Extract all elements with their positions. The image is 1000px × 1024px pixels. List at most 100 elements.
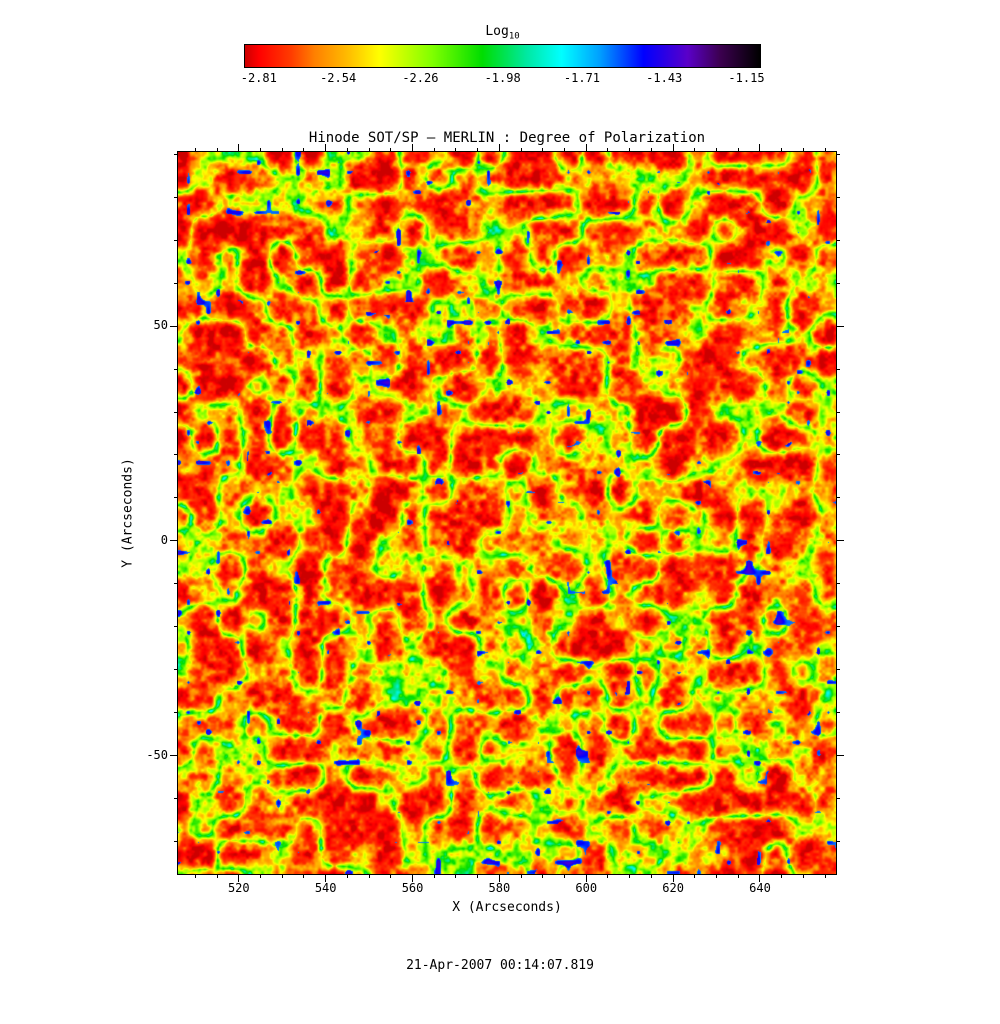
axis-tick <box>824 148 826 151</box>
axis-tick <box>412 875 414 882</box>
axis-tick <box>260 875 262 878</box>
axis-tick <box>216 875 218 878</box>
timestamp: 21-Apr-2007 00:14:07.819 <box>406 958 594 973</box>
x-tick-label: 600 <box>575 881 598 895</box>
axis-tick <box>238 144 240 151</box>
x-tick-label: 540 <box>314 881 337 895</box>
axis-tick <box>477 148 479 151</box>
axis-tick <box>802 875 804 878</box>
axis-tick <box>412 144 414 151</box>
colorbar-title: Log10 <box>245 24 760 42</box>
axis-tick <box>837 411 840 413</box>
axis-tick <box>837 798 840 800</box>
axis-tick <box>194 148 196 151</box>
colorbar-title-main: Log <box>485 24 509 39</box>
x-tick-label: 520 <box>227 881 250 895</box>
axis-tick <box>629 875 631 878</box>
axis-tick <box>216 148 218 151</box>
axis-tick <box>759 144 761 151</box>
axis-tick <box>174 282 177 284</box>
axis-tick <box>759 875 761 882</box>
axis-tick <box>837 626 840 628</box>
axis-tick <box>433 148 435 151</box>
axis-tick <box>174 454 177 456</box>
axis-tick <box>837 755 844 757</box>
axis-tick <box>174 153 177 155</box>
axis-tick <box>346 875 348 878</box>
axis-tick <box>174 368 177 370</box>
axis-tick <box>170 540 177 542</box>
axis-tick <box>260 148 262 151</box>
axis-tick <box>564 875 566 878</box>
axis-tick <box>837 239 840 241</box>
axis-tick <box>325 144 327 151</box>
x-tick-label: 580 <box>488 881 511 895</box>
axis-tick <box>694 875 696 878</box>
axis-tick <box>564 148 566 151</box>
axis-tick <box>170 325 177 327</box>
axis-tick <box>346 148 348 151</box>
axis-tick <box>650 875 652 878</box>
colorbar-tick-label: -1.43 <box>646 71 683 85</box>
axis-tick <box>325 875 327 882</box>
axis-tick <box>716 875 718 878</box>
axis-tick <box>170 755 177 757</box>
colorbar-tick-label: -1.15 <box>728 71 765 85</box>
axis-tick <box>837 497 840 499</box>
colorbar-tick-label: -2.26 <box>402 71 439 85</box>
axis-tick <box>585 144 587 151</box>
y-axis-label: Y (Arcseconds) <box>120 458 136 568</box>
colorbar <box>244 44 761 68</box>
axis-tick <box>837 196 840 198</box>
axis-tick <box>368 148 370 151</box>
axis-tick <box>837 669 840 671</box>
axis-tick <box>174 239 177 241</box>
colorbar-title-sub: 10 <box>508 31 520 42</box>
axis-tick <box>174 411 177 413</box>
axis-tick <box>716 148 718 151</box>
axis-tick <box>174 669 177 671</box>
x-axis-label: X (Arcseconds) <box>452 900 562 915</box>
axis-tick <box>672 875 674 882</box>
axis-tick <box>802 148 804 151</box>
y-tick-label: 50 <box>153 318 168 333</box>
axis-tick <box>607 875 609 878</box>
heatmap-plot <box>177 151 837 875</box>
axis-tick <box>837 841 840 843</box>
axis-tick <box>390 875 392 878</box>
axis-tick <box>520 148 522 151</box>
axis-tick <box>498 144 500 151</box>
axis-tick <box>837 540 844 542</box>
colorbar-tick-label: -1.98 <box>484 71 521 85</box>
x-tick-label: 640 <box>749 881 771 895</box>
axis-tick <box>520 875 522 878</box>
axis-tick <box>824 875 826 878</box>
axis-tick <box>585 875 587 882</box>
colorbar-tick-label: -2.81 <box>240 71 277 85</box>
axis-tick <box>303 875 305 878</box>
axis-tick <box>174 583 177 585</box>
axis-tick <box>455 148 457 151</box>
axis-tick <box>672 144 674 151</box>
axis-tick <box>281 148 283 151</box>
axis-tick <box>174 196 177 198</box>
axis-tick <box>737 148 739 151</box>
axis-tick <box>837 153 840 155</box>
axis-tick <box>737 875 739 878</box>
axis-tick <box>629 148 631 151</box>
y-tick-label: 0 <box>160 532 168 547</box>
axis-tick <box>368 875 370 878</box>
axis-tick <box>174 497 177 499</box>
axis-tick <box>174 626 177 628</box>
axis-tick <box>837 325 844 327</box>
axis-tick <box>542 875 544 878</box>
axis-tick <box>837 583 840 585</box>
colorbar-tick-label: -2.54 <box>320 71 357 85</box>
axis-tick <box>837 368 840 370</box>
axis-tick <box>303 148 305 151</box>
x-tick-label: 620 <box>662 881 684 895</box>
axis-tick <box>174 841 177 843</box>
axis-tick <box>837 454 840 456</box>
heatmap-canvas <box>178 152 836 874</box>
